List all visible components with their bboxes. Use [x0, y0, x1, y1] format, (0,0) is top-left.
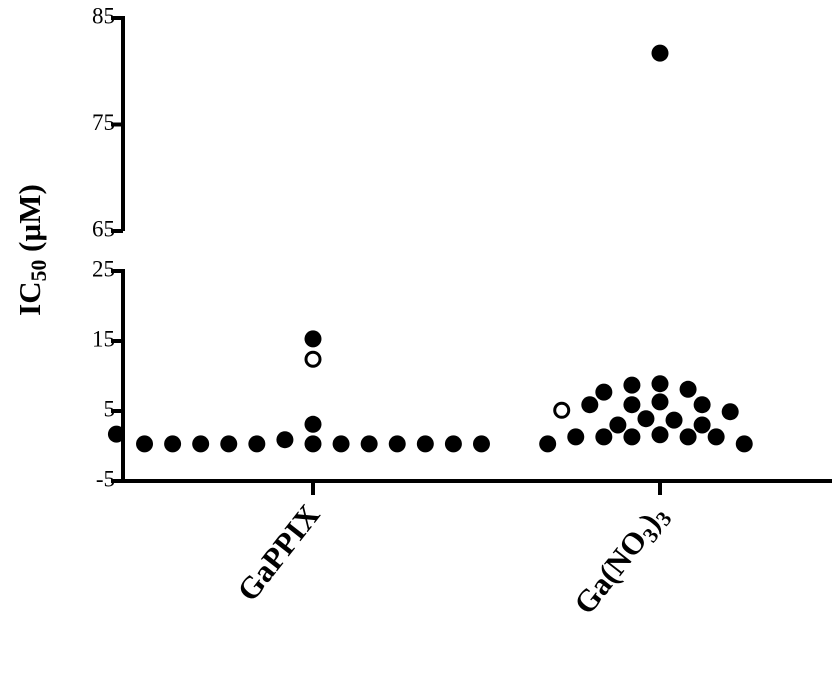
data-point	[623, 396, 641, 414]
data-point	[388, 435, 406, 453]
y-tick-label: 25	[92, 256, 115, 281]
data-point	[651, 375, 669, 393]
data-point	[248, 435, 266, 453]
y-tick-label: 15	[92, 326, 115, 351]
data-point	[595, 428, 613, 446]
data-point	[581, 396, 599, 414]
data-point	[332, 435, 350, 453]
data-point	[609, 416, 627, 434]
data-point	[472, 435, 490, 453]
data-point	[721, 403, 739, 421]
data-point	[164, 435, 182, 453]
data-point	[553, 401, 571, 419]
data-point	[276, 431, 294, 449]
data-point	[567, 428, 585, 446]
data-point	[637, 410, 655, 428]
data-point	[651, 426, 669, 444]
y-tick-label: 5	[104, 396, 116, 421]
x-tick-label: Ga(NO3)3	[567, 498, 677, 623]
data-point	[136, 435, 154, 453]
y-tick-label: 75	[92, 110, 115, 135]
data-point	[735, 435, 753, 453]
data-point	[416, 435, 434, 453]
data-point	[679, 380, 697, 398]
data-point	[623, 376, 641, 394]
data-point	[539, 435, 557, 453]
data-point	[693, 396, 711, 414]
data-point	[107, 425, 125, 443]
data-point	[304, 330, 322, 348]
data-point	[651, 393, 669, 411]
data-point	[595, 383, 613, 401]
data-point	[304, 415, 322, 433]
data-point	[304, 350, 322, 368]
y-tick-label: -5	[96, 466, 115, 491]
y-axis-label: IC50 (µM)	[12, 184, 51, 316]
data-point	[679, 428, 697, 446]
data-point	[693, 416, 711, 434]
data-point	[665, 411, 683, 429]
data-point	[192, 435, 210, 453]
y-tick-label: 85	[92, 3, 115, 28]
data-point	[651, 44, 669, 62]
data-point	[623, 428, 641, 446]
y-tick-label: 65	[92, 216, 115, 241]
x-tick-label: GaPPIX	[230, 497, 327, 607]
data-point	[220, 435, 238, 453]
data-point	[360, 435, 378, 453]
data-point	[444, 435, 462, 453]
data-point	[707, 428, 725, 446]
data-point	[304, 435, 322, 453]
